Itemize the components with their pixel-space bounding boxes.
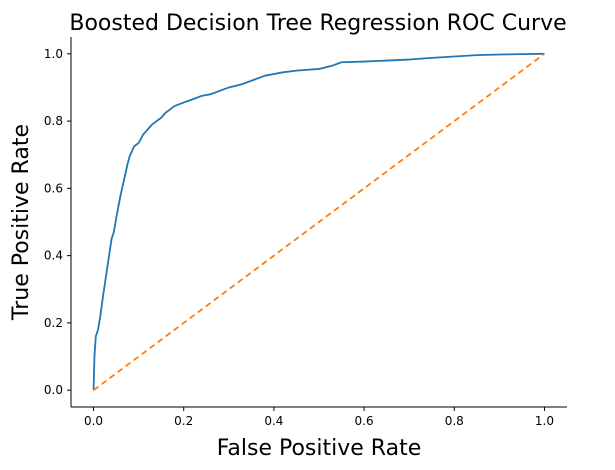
y-tick-label: 1.0 [44, 47, 63, 61]
x-tick-label: 0.6 [355, 414, 374, 428]
chance-diagonal-line [93, 53, 545, 391]
x-tick-label: 0.0 [84, 414, 103, 428]
roc-curve-line [92, 52, 545, 391]
x-axis-label: False Positive Rate [217, 436, 421, 461]
y-tick-label: 0.4 [44, 249, 63, 263]
x-tick-label: 0.2 [174, 414, 193, 428]
y-tick-label: 0.6 [44, 181, 63, 195]
y-axis-ticks: 0.0 0.2 0.4 0.6 0.8 1.0 [44, 47, 71, 397]
series-layer [92, 52, 545, 391]
x-axis-ticks: 0.0 0.2 0.4 0.6 0.8 1.0 [84, 407, 554, 428]
x-tick-label: 0.4 [264, 414, 283, 428]
y-tick-label: 0.8 [44, 114, 63, 128]
y-tick-label: 0.0 [44, 383, 63, 397]
chart-title: Boosted Decision Tree Regression ROC Cur… [69, 11, 566, 36]
plot-area: 0.0 0.2 0.4 0.6 0.8 1.0 0.0 0.2 0.4 0.6 0.8 1.0 [44, 37, 567, 428]
y-tick-label: 0.2 [44, 316, 63, 330]
x-tick-label: 0.8 [445, 414, 464, 428]
x-tick-label: 1.0 [535, 414, 554, 428]
y-axis-label: True Positive Rate [9, 124, 34, 321]
